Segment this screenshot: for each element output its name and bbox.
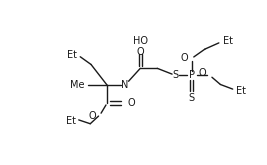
Text: Et: Et: [66, 116, 76, 126]
Text: Me: Me: [70, 80, 85, 90]
Text: Et: Et: [67, 50, 77, 60]
Text: Et: Et: [223, 36, 233, 46]
Text: S: S: [189, 93, 195, 103]
Text: O: O: [89, 111, 96, 121]
Text: O: O: [127, 98, 135, 108]
Text: O: O: [199, 68, 206, 78]
Text: Et: Et: [236, 86, 246, 96]
Text: O: O: [180, 53, 188, 63]
Text: O: O: [136, 47, 144, 57]
Text: HO: HO: [133, 36, 148, 46]
Text: N: N: [121, 80, 129, 90]
Text: P: P: [189, 70, 195, 80]
Text: S: S: [172, 70, 178, 80]
